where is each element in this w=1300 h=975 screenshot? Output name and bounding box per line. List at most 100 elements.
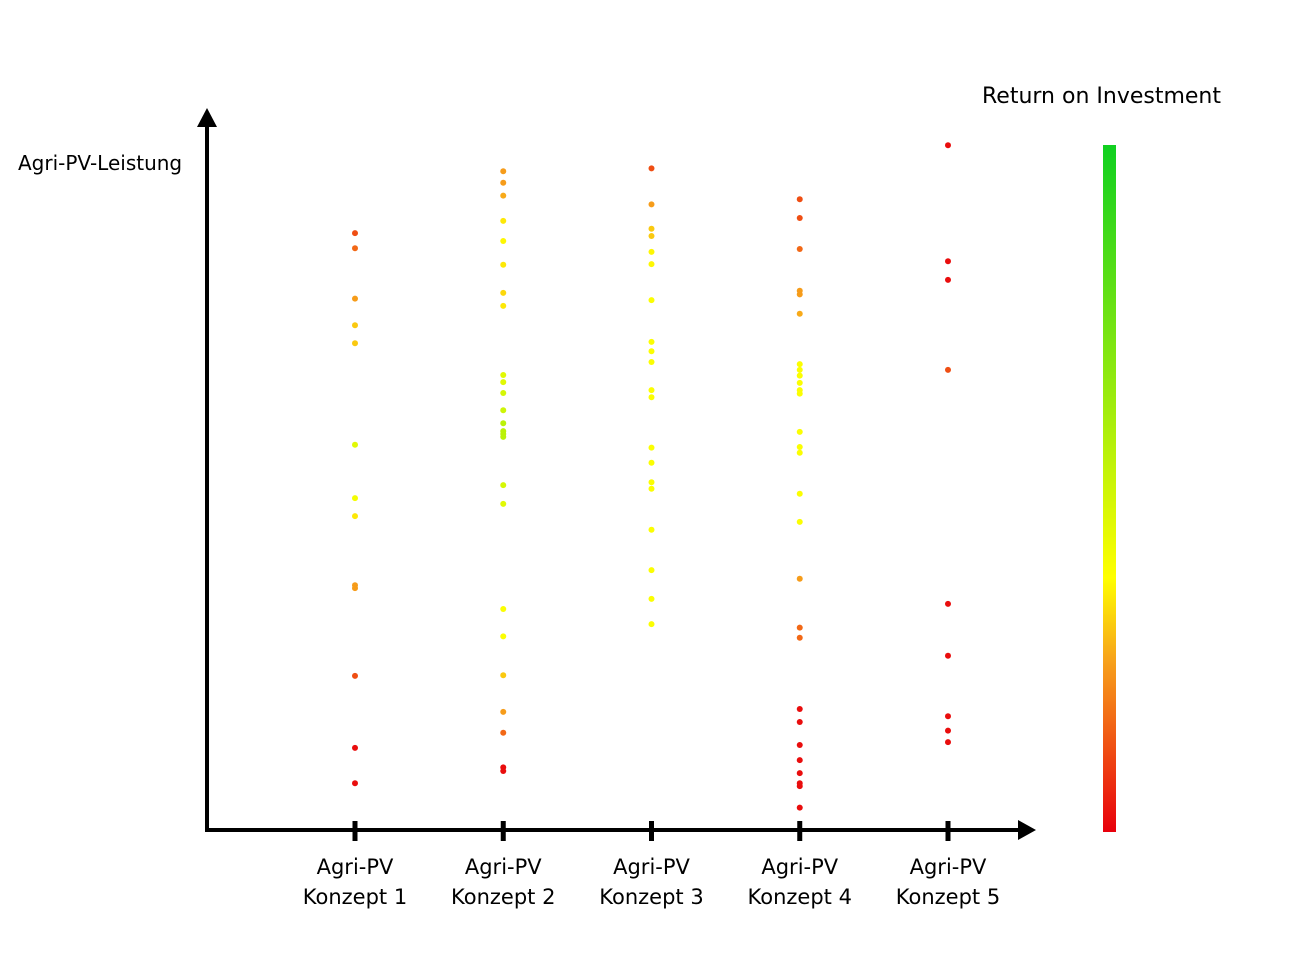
point <box>796 428 803 435</box>
point <box>500 633 507 640</box>
point <box>500 238 507 245</box>
point <box>648 444 655 451</box>
point <box>648 595 655 602</box>
point <box>648 297 655 304</box>
point <box>500 500 507 507</box>
x-tick-label: Agri-PV Konzept 1 <box>302 855 408 909</box>
point <box>500 605 507 612</box>
point <box>945 727 951 734</box>
point <box>500 192 507 199</box>
point <box>500 482 507 489</box>
point <box>648 338 655 345</box>
point <box>648 225 655 232</box>
point <box>796 624 803 631</box>
colorbar-title: Return on Investment <box>982 84 1221 109</box>
point <box>500 433 507 440</box>
x-axis-arrow <box>1018 820 1036 840</box>
point <box>796 757 803 764</box>
point <box>500 729 507 736</box>
point <box>500 708 507 715</box>
point <box>500 407 507 414</box>
point <box>500 289 507 296</box>
colorbar <box>1103 145 1116 832</box>
point <box>352 230 358 237</box>
point <box>352 513 358 520</box>
point <box>500 261 507 268</box>
point <box>945 652 951 659</box>
point <box>648 567 655 574</box>
point <box>796 361 803 368</box>
point <box>945 600 951 607</box>
point <box>796 575 803 582</box>
point <box>648 387 655 394</box>
point <box>945 258 951 265</box>
point <box>500 389 507 396</box>
point <box>648 459 655 466</box>
y-axis-arrow <box>197 108 217 127</box>
point <box>796 372 803 379</box>
point <box>648 359 655 365</box>
point <box>945 713 951 720</box>
point <box>500 217 507 224</box>
point <box>352 441 358 448</box>
point <box>352 495 358 502</box>
point <box>796 783 803 790</box>
point <box>796 770 803 777</box>
point <box>648 201 655 208</box>
point <box>796 518 803 525</box>
point <box>648 248 655 255</box>
point <box>648 485 655 492</box>
point <box>945 739 951 746</box>
point <box>352 322 358 329</box>
x-tick-label: Agri-PV Konzept 5 <box>895 855 1001 909</box>
point <box>500 371 507 378</box>
point <box>648 479 655 486</box>
point <box>796 706 803 713</box>
point <box>945 276 951 283</box>
point <box>500 302 507 309</box>
point <box>796 196 803 203</box>
point <box>945 142 951 149</box>
point <box>796 215 803 221</box>
point <box>352 340 358 347</box>
point <box>796 719 803 725</box>
point <box>500 168 507 175</box>
point <box>352 672 358 679</box>
point <box>648 233 655 239</box>
point <box>945 366 951 373</box>
point <box>796 449 803 456</box>
point <box>796 390 803 397</box>
x-tick-label: Agri-PV Konzept 2 <box>451 855 556 909</box>
point <box>648 348 655 355</box>
point <box>796 443 803 450</box>
point <box>796 245 803 252</box>
point <box>500 767 507 774</box>
point <box>500 420 507 427</box>
point <box>352 585 358 592</box>
point <box>648 261 655 268</box>
point <box>796 366 803 373</box>
point <box>648 394 655 401</box>
x-tick-label: Agri-PV Konzept 4 <box>747 855 852 909</box>
point <box>648 621 655 628</box>
point <box>648 165 655 172</box>
point <box>796 379 803 386</box>
point <box>648 526 655 533</box>
point <box>352 295 358 302</box>
point <box>796 804 803 811</box>
point <box>796 490 803 497</box>
point <box>500 379 507 386</box>
point <box>796 291 803 298</box>
point <box>796 310 803 317</box>
point <box>352 245 358 252</box>
point <box>796 742 803 749</box>
point <box>796 634 803 641</box>
point <box>500 179 507 186</box>
point <box>500 672 507 679</box>
y-axis-label: Agri-PV-Leistung <box>18 151 182 175</box>
point <box>352 744 358 751</box>
point <box>352 780 358 787</box>
x-tick-label: Agri-PV Konzept 3 <box>599 855 704 909</box>
